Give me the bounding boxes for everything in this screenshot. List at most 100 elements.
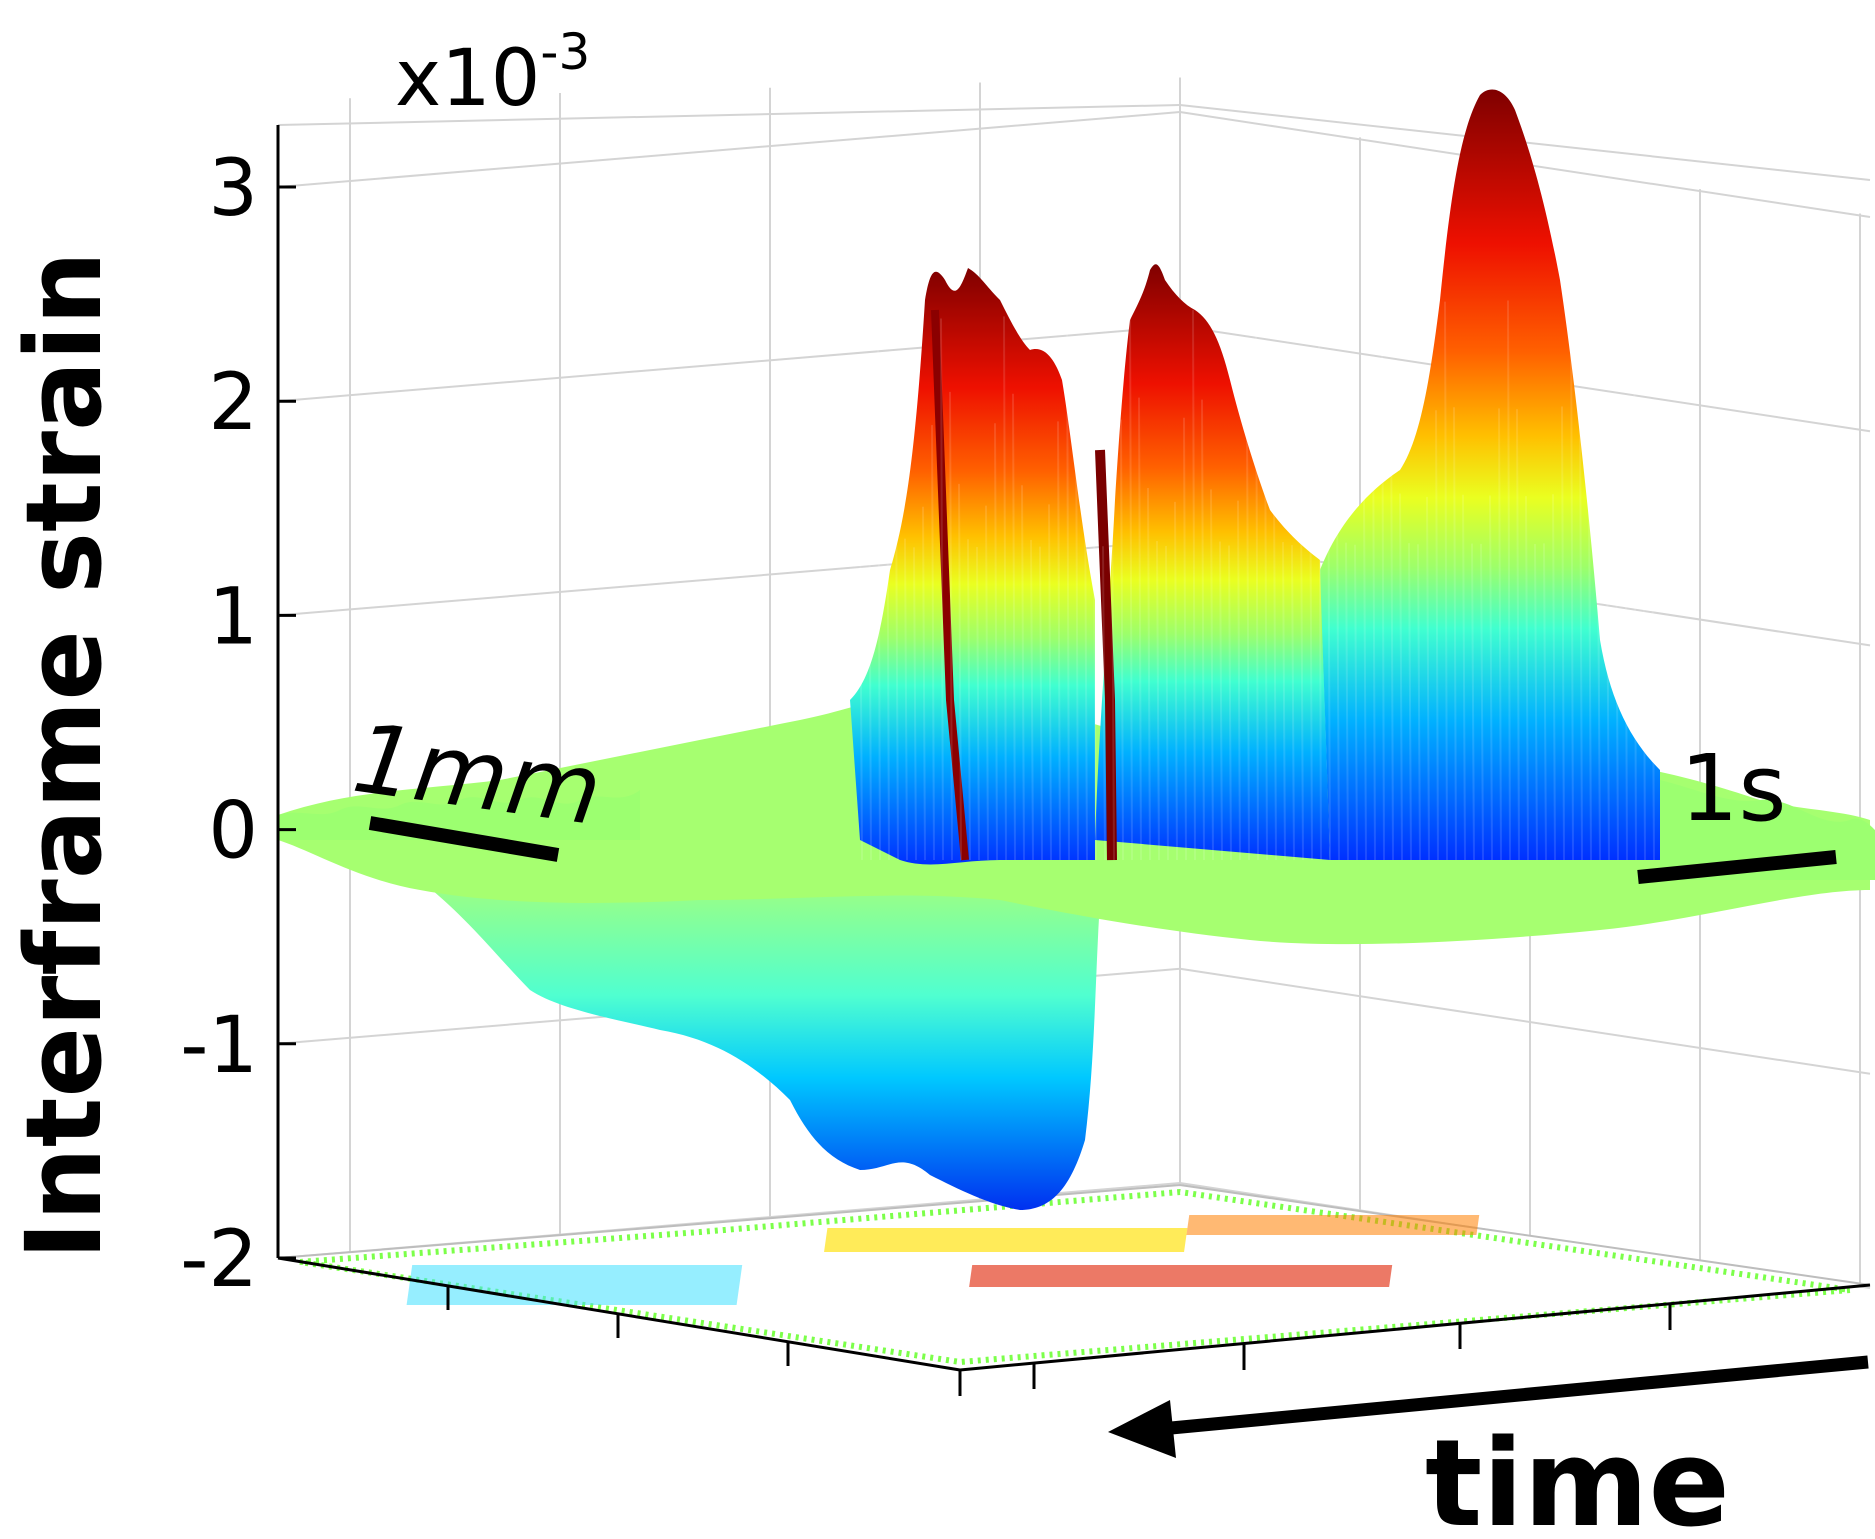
z-tick-label: -2 xyxy=(180,1215,258,1305)
surface-striation xyxy=(1417,544,1421,861)
floor-contour-orange xyxy=(1186,1215,1480,1235)
surface-striation xyxy=(1633,304,1637,861)
surface-striation xyxy=(1138,397,1142,861)
surface-striation xyxy=(1021,485,1025,861)
surface-striation xyxy=(1390,405,1394,861)
surface-peak-2 xyxy=(1095,264,1330,860)
surface-peak-1 xyxy=(850,268,1095,865)
surface-striation xyxy=(1075,395,1079,861)
surface-striation xyxy=(1444,301,1448,861)
surface-striation xyxy=(1525,496,1529,861)
surface-striation xyxy=(1291,545,1295,861)
surface-striation xyxy=(1282,542,1286,861)
surface-striation xyxy=(1318,305,1322,861)
surface-striation xyxy=(967,539,971,861)
floor-right-edge xyxy=(959,1283,1871,1372)
surface-striation xyxy=(1228,545,1232,861)
surface-striation xyxy=(1408,543,1412,861)
surface-striation xyxy=(1093,540,1097,861)
surface-striation xyxy=(904,538,908,861)
surface-striation xyxy=(1345,542,1349,861)
surface-striation xyxy=(1057,421,1061,861)
surface-striation xyxy=(1111,503,1115,861)
surface-striation xyxy=(1084,486,1088,861)
floor-contour-yellow xyxy=(824,1228,1188,1252)
surface-striation xyxy=(1543,543,1547,861)
z-tick-label: 1 xyxy=(208,572,258,662)
peak-2-split xyxy=(1095,449,1117,861)
surface-striation xyxy=(1336,492,1340,861)
surface-striation xyxy=(1030,539,1034,861)
surface-striation xyxy=(1507,300,1511,861)
surface-striation xyxy=(1102,546,1106,861)
surface-front-edge xyxy=(278,790,640,840)
surface-striation xyxy=(1147,488,1151,861)
surface-striation xyxy=(1399,493,1403,861)
top-edge-left xyxy=(277,104,1181,126)
surface-striation xyxy=(1624,404,1628,861)
surface-striation xyxy=(877,320,881,861)
surface-striation xyxy=(1516,409,1520,861)
surface-striations xyxy=(859,300,1655,861)
surface-striation xyxy=(1597,544,1601,861)
surface-striation xyxy=(1552,494,1556,861)
surface-striation xyxy=(1264,401,1268,861)
peak-1-split xyxy=(931,309,969,861)
surface-striation xyxy=(1462,494,1466,861)
surface-striation xyxy=(1183,417,1187,861)
surface-striation xyxy=(1615,492,1619,861)
surface-striation xyxy=(1471,543,1475,861)
grid-line-horizontal xyxy=(277,325,1181,403)
surface-striation xyxy=(1156,540,1160,861)
surface-striation xyxy=(1210,489,1214,861)
time-scale-bar: 1s xyxy=(1637,735,1837,884)
surface-striation xyxy=(976,546,980,861)
z-ticks: 3 2 1 0 -1 -2 xyxy=(180,144,296,1305)
surface-striation xyxy=(1606,542,1610,861)
surface-striation xyxy=(1003,316,1007,861)
exponent-label: x10-3 xyxy=(395,23,590,124)
surface-striation xyxy=(1372,412,1376,861)
floor-contour-cyan xyxy=(406,1265,743,1305)
surface-striation xyxy=(1453,407,1457,861)
surface-striation xyxy=(1327,403,1331,861)
surface-peak-3 xyxy=(1320,89,1660,861)
surface-striation xyxy=(1066,314,1070,861)
surface-striation xyxy=(994,423,998,861)
surface-striation xyxy=(868,426,872,861)
surface-striation xyxy=(1309,413,1313,861)
surface-negative-trough xyxy=(420,880,1100,1210)
time-arrow-head xyxy=(1108,1400,1176,1458)
surface-striation xyxy=(1237,500,1241,861)
time-arrow xyxy=(1108,1355,1869,1458)
surface-striation xyxy=(1561,406,1565,861)
surface-striation xyxy=(1300,499,1304,861)
grid-line-horizontal xyxy=(277,111,1181,188)
surface-striation xyxy=(949,391,953,861)
surface-striation xyxy=(1039,546,1043,861)
surface-striation xyxy=(1012,393,1016,861)
surface-striation xyxy=(1588,497,1592,861)
surface-striation xyxy=(895,482,899,861)
surface-striation xyxy=(1363,498,1367,861)
surface-striation xyxy=(1534,544,1538,861)
surface-striation xyxy=(913,547,917,861)
surface-striation xyxy=(1426,496,1430,861)
surface-striation xyxy=(1273,490,1277,861)
surface-striation xyxy=(1381,303,1385,861)
surface-striation xyxy=(1354,544,1358,861)
floor-ticks-left xyxy=(446,1286,962,1396)
z-tick-label: 2 xyxy=(208,358,258,448)
surface-striation xyxy=(1570,302,1574,861)
surface-striation xyxy=(1174,501,1178,861)
surface-striation xyxy=(1579,411,1583,861)
surface-striation xyxy=(1219,541,1223,861)
surface-striation xyxy=(1165,545,1169,861)
surface-striation xyxy=(1435,410,1439,861)
surface-striation xyxy=(958,483,962,861)
surface-striation xyxy=(1048,504,1052,861)
surface-striation xyxy=(1129,312,1133,861)
surface-striation xyxy=(985,505,989,861)
